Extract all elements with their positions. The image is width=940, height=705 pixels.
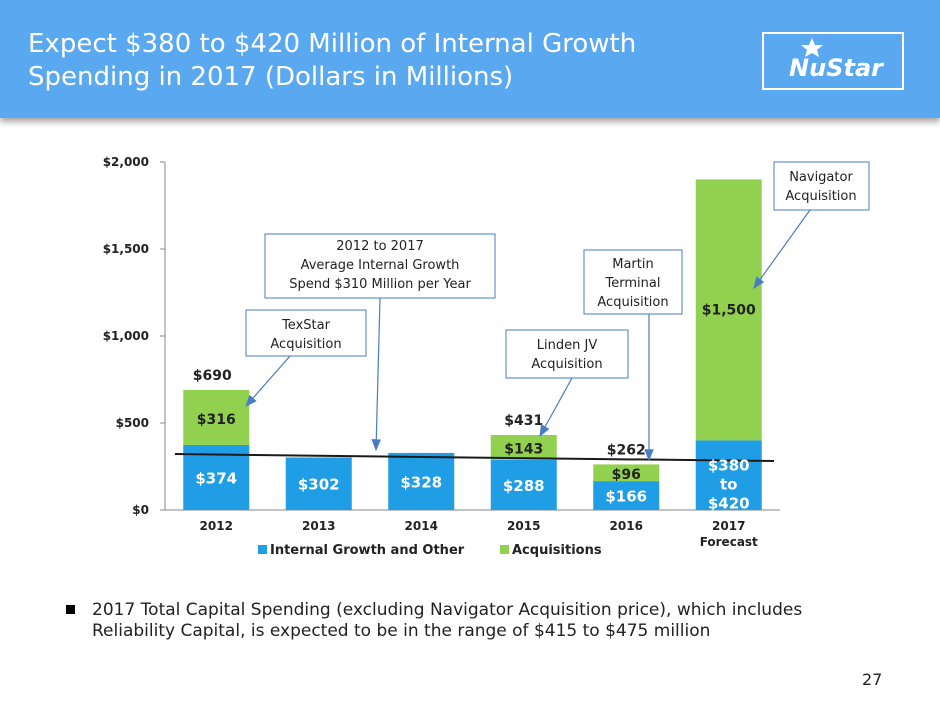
legend-label-acquisitions: Acquisitions [512,543,602,558]
bar-internal-growth [490,459,557,510]
annotation-texstar-box [245,309,367,357]
annotation-average-spend-text: 2012 to 2017 Average Internal Growth Spend… [289,239,471,292]
data-label-internal: $328 [400,473,442,491]
chart-data-labels: $374 $316 $690 $302 $328 $288 $143 $431 $166 $96 $… [193,302,756,512]
annotation-navigator-box [773,161,870,211]
y-tick-label: $0 [132,503,149,517]
data-label-acquisitions: $1,500 [702,302,756,318]
legend-swatch-internal [258,545,267,554]
x-tick-label: 2015 [507,519,540,533]
annotation-texstar-arrow [245,355,291,407]
bar-acquisitions [490,435,557,460]
data-label-internal: $288 [503,477,545,495]
bar-acquisitions [593,464,660,482]
chart-bars [174,179,775,510]
header-banner: Expect $380 to $420 Million of Internal … [0,0,940,118]
page-title: Expect $380 to $420 Million of Internal … [28,28,718,94]
data-label-acquisitions: $143 [504,441,543,457]
data-label-acquisitions: $316 [197,412,236,428]
annotation-average-spend-box [264,233,496,299]
data-label-internal: $302 [298,476,340,494]
bar-internal-growth [388,452,455,510]
bar-internal-growth [285,457,352,510]
annotation-average-spend-arrow [371,297,382,452]
annotation-martin-text: Martin Terminal Acquisition [597,257,668,310]
capex-chart: $0 $500 $1,000 $1,500 $2,000 2012 2013 2014 2015… [103,155,870,558]
average-line [174,453,775,463]
annotation-navigator-arrow [753,209,811,289]
bar-internal-growth [593,481,660,510]
annotation-linden-text: Linden JV Acquisition [531,338,602,372]
y-tick-label: $2,000 [103,155,149,169]
annotation-linden-box [505,329,629,379]
data-label-internal: $374 [195,469,237,487]
chart-axes: $0 $500 $1,000 $1,500 $2,000 2012 2013 2014 2015… [103,155,780,549]
annotation-martin-box [583,249,683,315]
x-tick-sublabel: Forecast [700,535,758,549]
x-tick-label: 2012 [200,519,233,533]
data-label-total: $431 [504,413,543,429]
annotation-navigator-text: Navigator Acquisition [785,170,856,204]
star-icon [801,38,823,57]
nustar-logo: NuStar [762,32,904,90]
y-tick-label: $1,000 [103,329,149,343]
y-tick-label: $1,500 [103,242,149,256]
data-label-acquisitions: $96 [612,467,641,483]
x-tick-label: 2016 [610,519,643,533]
bar-acquisitions [695,179,762,441]
x-tick-label: 2017 [712,519,745,533]
legend-label-internal: Internal Growth and Other [270,543,465,558]
page-number: 27 [862,670,883,689]
page-title-line2: Spending in 2017 (Dollars in Millions) [28,62,514,92]
x-tick-label: 2014 [405,519,438,533]
bullet-text: 2017 Total Capital Spending (excluding N… [92,600,803,641]
y-tick-label: $500 [116,416,149,430]
data-label-internal: $380 to $420 [708,456,750,512]
bullet-item: 2017 Total Capital Spending (excluding N… [66,600,826,642]
bullet-square-icon [66,605,75,614]
logo-text: NuStar [789,54,885,82]
data-label-total: $262 [607,442,646,458]
chart-legend: Internal Growth and Other Acquisitions [258,543,602,558]
bar-acquisitions [183,389,250,445]
page-title-line1: Expect $380 to $420 Million of Internal … [28,29,637,59]
data-label-internal: $166 [605,488,647,506]
annotation-texstar-text: TexStar Acquisition [270,318,341,352]
x-tick-label: 2013 [302,519,335,533]
legend-swatch-acquisitions [500,545,509,554]
data-label-total: $690 [193,368,232,384]
chart-annotations: 2012 to 2017 Average Internal Growth Spend… [245,161,870,462]
bar-internal-growth [695,440,762,510]
annotation-linden-arrow [539,377,573,438]
